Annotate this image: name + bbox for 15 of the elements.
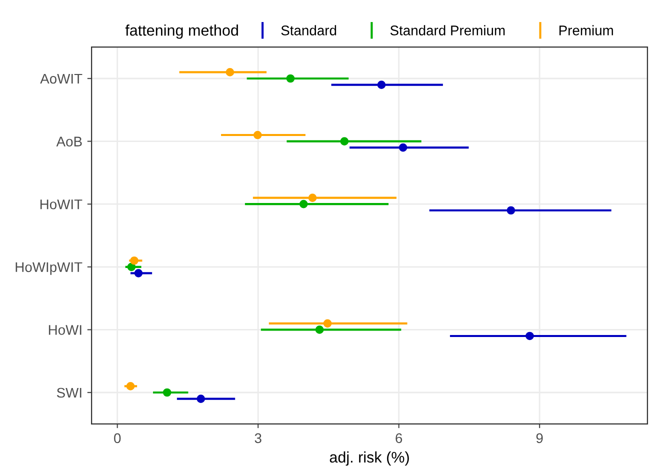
y-tick-label: HoWIpWIT xyxy=(16,262,82,275)
legend-label: Premium xyxy=(559,25,613,36)
x-tick-label: 9 xyxy=(536,433,543,444)
x-axis-title: adj. risk (%) xyxy=(330,451,409,466)
y-tick-label: HoWI xyxy=(48,325,82,335)
legend-label: Standard xyxy=(281,25,336,36)
y-tick-label: AoB xyxy=(56,136,82,146)
x-tick-label: 3 xyxy=(254,433,262,444)
legend-label: Standard Premium xyxy=(390,25,505,36)
legend-title: fattening method xyxy=(125,24,238,39)
y-tick-label: HoWIT xyxy=(40,200,82,210)
x-tick-label: 0 xyxy=(114,433,121,444)
x-tick-label: 6 xyxy=(396,433,402,444)
y-tick-label: SWI xyxy=(56,388,82,398)
y-tick-label: AoWIT xyxy=(40,74,82,84)
